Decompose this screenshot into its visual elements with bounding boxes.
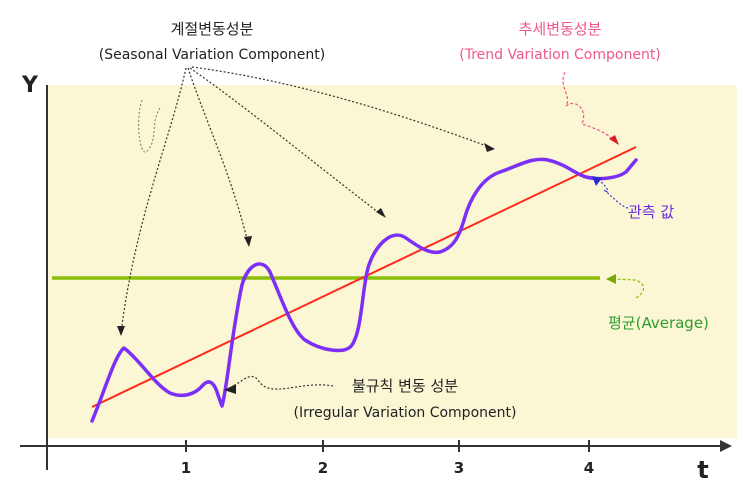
trend-arrowhead <box>609 135 619 145</box>
seasonal-arrow-1 <box>120 67 187 334</box>
irregular-arrowhead <box>224 384 236 394</box>
seasonal-arrow-2 <box>187 67 249 244</box>
t-axis-arrowhead <box>720 440 732 452</box>
seasonal-arrow-3 <box>189 67 384 217</box>
trend-title: 추세변동성분 <box>519 20 602 38</box>
irregular-pointer <box>227 375 334 390</box>
tick-label-3: 3 <box>454 459 464 477</box>
irregular-title: 불규칙 변동 성분 <box>352 377 458 395</box>
average-arrowhead <box>606 274 616 284</box>
seasonal-arrowhead-1 <box>117 326 125 336</box>
trend-line <box>91 146 637 408</box>
seasonal-arrowhead-4 <box>484 143 495 152</box>
trend-pointer <box>562 71 617 143</box>
observed-label: 관측 값 <box>628 203 674 221</box>
plot-background <box>47 85 737 438</box>
tick-label-4: 4 <box>584 459 594 477</box>
observed-arrowhead <box>592 176 602 186</box>
t-axis-label: t <box>697 456 708 484</box>
seasonal-arrowhead-3 <box>376 208 386 218</box>
y-axis-label: Y <box>21 73 39 98</box>
tick-label-1: 1 <box>181 459 191 477</box>
average-label: 평균(Average) <box>608 314 709 332</box>
seasonal-title: 계절변동성분 <box>171 20 254 38</box>
trend-subtitle: (Trend Variation Component) <box>459 47 661 63</box>
tick-label-2: 2 <box>318 459 328 477</box>
irregular-subtitle: (Irregular Variation Component) <box>294 405 517 421</box>
seasonal-arrow-4 <box>191 66 493 149</box>
observed-value-line <box>90 157 638 423</box>
seasonal-subtitle: (Seasonal Variation Component) <box>99 47 326 63</box>
seasonal-arrowhead-2 <box>244 236 252 247</box>
seasonal-pointer-stem <box>138 99 161 153</box>
